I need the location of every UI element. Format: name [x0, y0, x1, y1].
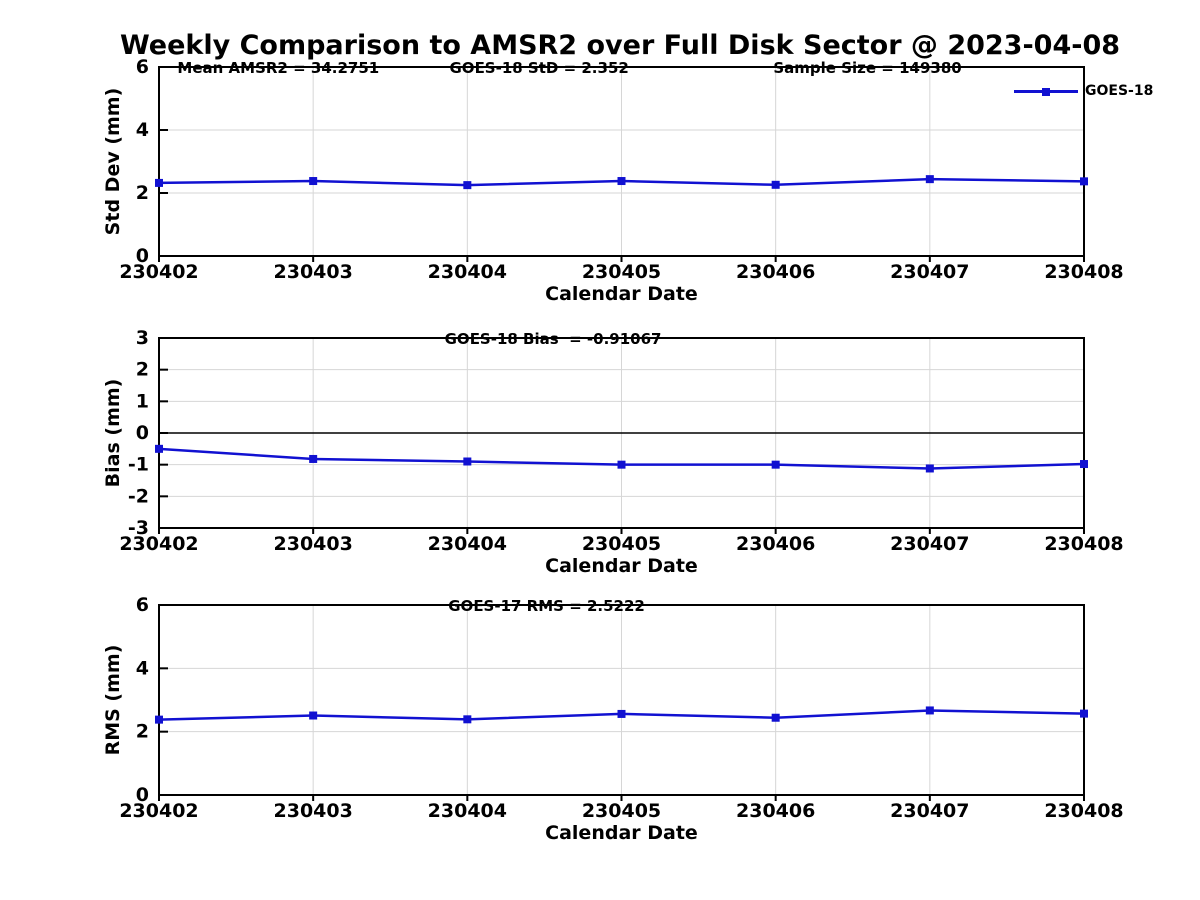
x-tick-label: 230408	[1044, 800, 1123, 822]
y-tick-label: -2	[128, 485, 149, 507]
y-tick-label: 4	[136, 657, 149, 679]
data-point	[155, 444, 163, 453]
y-tick-label: 2	[136, 359, 149, 381]
data-point	[925, 464, 934, 473]
x-tick-label: 230403	[274, 800, 353, 822]
data-point	[1080, 177, 1088, 186]
y-tick-label: 0	[136, 245, 149, 267]
data-point	[925, 706, 934, 715]
data-point	[155, 178, 163, 187]
x-tick-label: 230405	[582, 533, 661, 555]
annotation: GOES-17 RMS = 2.5222	[448, 597, 645, 615]
y-tick-label: 0	[136, 784, 149, 806]
x-tick-label: 230404	[428, 800, 507, 822]
x-tick-label: 230402	[119, 533, 198, 555]
x-axis-label: Calendar Date	[545, 555, 698, 577]
data-point	[309, 711, 318, 720]
legend-line-sample	[1014, 87, 1078, 96]
x-tick-label: 230405	[582, 800, 661, 822]
data-point	[617, 460, 626, 469]
x-tick-label: 230405	[582, 261, 661, 283]
x-axis-label: Calendar Date	[545, 822, 698, 844]
x-tick-label: 230408	[1044, 533, 1123, 555]
x-tick-label: 230404	[428, 261, 507, 283]
y-tick-label: -3	[128, 517, 149, 539]
y-tick-label: 0	[136, 422, 149, 444]
data-point	[463, 457, 472, 466]
y-tick-label: 2	[136, 182, 149, 204]
data-point	[771, 713, 780, 722]
legend-label: GOES-18	[1085, 83, 1154, 99]
y-tick-label: 6	[136, 56, 149, 78]
data-point	[771, 180, 780, 189]
data-point	[309, 177, 318, 186]
y-tick-label: -1	[128, 454, 149, 476]
x-axis-label: Calendar Date	[545, 283, 698, 305]
y-tick-label: 4	[136, 119, 149, 141]
data-point	[925, 175, 934, 184]
annotation: Mean AMSR2 = 34.2751	[177, 59, 379, 77]
data-point	[155, 715, 163, 724]
x-tick-label: 230403	[274, 261, 353, 283]
x-tick-label: 230407	[890, 261, 969, 283]
annotation: Sample Size = 149380	[773, 59, 961, 77]
x-tick-label: 230403	[274, 533, 353, 555]
data-point	[771, 460, 780, 469]
data-point	[463, 181, 472, 190]
y-axis-label: Std Dev (mm)	[102, 88, 124, 236]
data-point	[463, 715, 472, 724]
x-tick-label: 230407	[890, 800, 969, 822]
x-tick-label: 230404	[428, 533, 507, 555]
x-tick-label: 230406	[736, 533, 815, 555]
data-point	[309, 454, 318, 463]
data-point	[617, 177, 626, 186]
y-tick-label: 3	[136, 327, 149, 349]
x-tick-label: 230406	[736, 261, 815, 283]
y-tick-label: 6	[136, 594, 149, 616]
data-point	[1080, 709, 1088, 718]
data-point	[617, 709, 626, 718]
annotation: GOES-18 Bias = -0.91067	[445, 330, 662, 348]
x-tick-label: 230408	[1044, 261, 1123, 283]
data-point	[1080, 460, 1088, 469]
x-tick-label: 230407	[890, 533, 969, 555]
y-axis-label: Bias (mm)	[102, 379, 124, 488]
annotation: GOES-18 StD = 2.352	[450, 59, 629, 77]
y-tick-label: 2	[136, 721, 149, 743]
x-tick-label: 230402	[119, 800, 198, 822]
x-tick-label: 230402	[119, 261, 198, 283]
figure-title: Weekly Comparison to AMSR2 over Full Dis…	[119, 30, 1121, 61]
x-tick-label: 230406	[736, 800, 815, 822]
y-axis-label: RMS (mm)	[102, 645, 124, 756]
legend-square-marker-icon	[1042, 87, 1050, 96]
y-tick-label: 1	[136, 390, 149, 412]
legend: GOES-18	[1014, 82, 1153, 100]
